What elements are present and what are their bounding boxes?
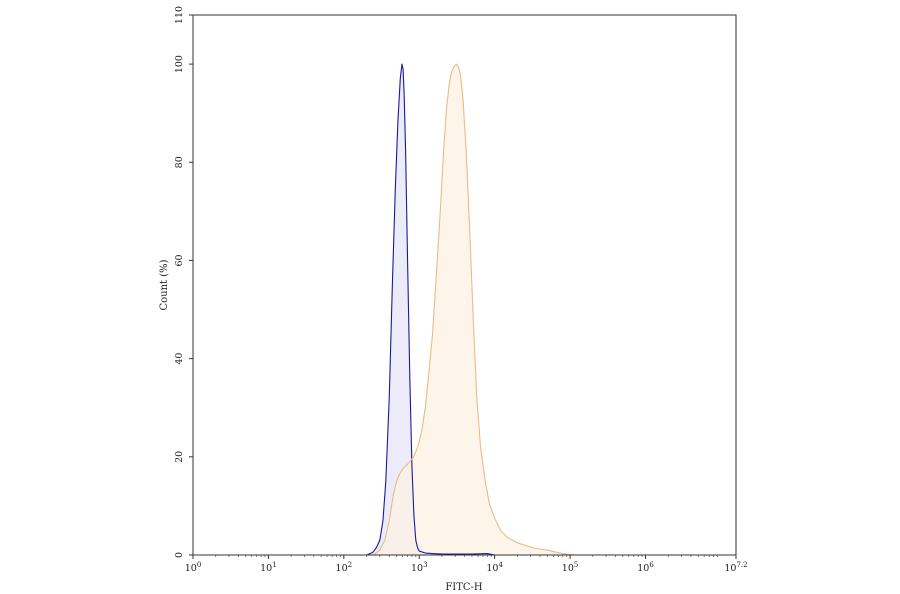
series-1-line bbox=[366, 63, 495, 556]
y-tick-label: 0 bbox=[174, 552, 185, 558]
y-tick-label: 100 bbox=[174, 55, 185, 73]
series-layer bbox=[366, 63, 577, 556]
x-tick-label: 107.2 bbox=[724, 561, 747, 574]
x-tick-label: 104 bbox=[486, 561, 503, 574]
y-tick-label: 40 bbox=[174, 353, 185, 365]
series-1-fill bbox=[366, 64, 495, 555]
y-axis-label: Count (%) bbox=[159, 259, 170, 310]
x-tick-label: 102 bbox=[336, 561, 353, 574]
series-2-fill bbox=[373, 64, 577, 555]
y-tick-label: 80 bbox=[174, 156, 185, 168]
x-tick-label: 101 bbox=[260, 561, 277, 574]
x-tick-label: 103 bbox=[411, 561, 428, 574]
x-tick-label: 105 bbox=[562, 561, 579, 574]
y-tick-label: 60 bbox=[174, 254, 185, 266]
x-axis-ticks: 100 101 102 103 104 105 106 107.2 bbox=[185, 555, 748, 574]
x-tick-label: 100 bbox=[185, 561, 202, 574]
y-tick-label: 20 bbox=[174, 451, 185, 463]
y-tick-label: 110 bbox=[174, 6, 185, 24]
x-axis-label: FITC-H bbox=[445, 582, 483, 593]
series-2-line bbox=[373, 63, 577, 556]
x-tick-label: 106 bbox=[637, 561, 654, 574]
y-axis-ticks: 0 20 40 60 80 100 110 bbox=[174, 6, 193, 558]
